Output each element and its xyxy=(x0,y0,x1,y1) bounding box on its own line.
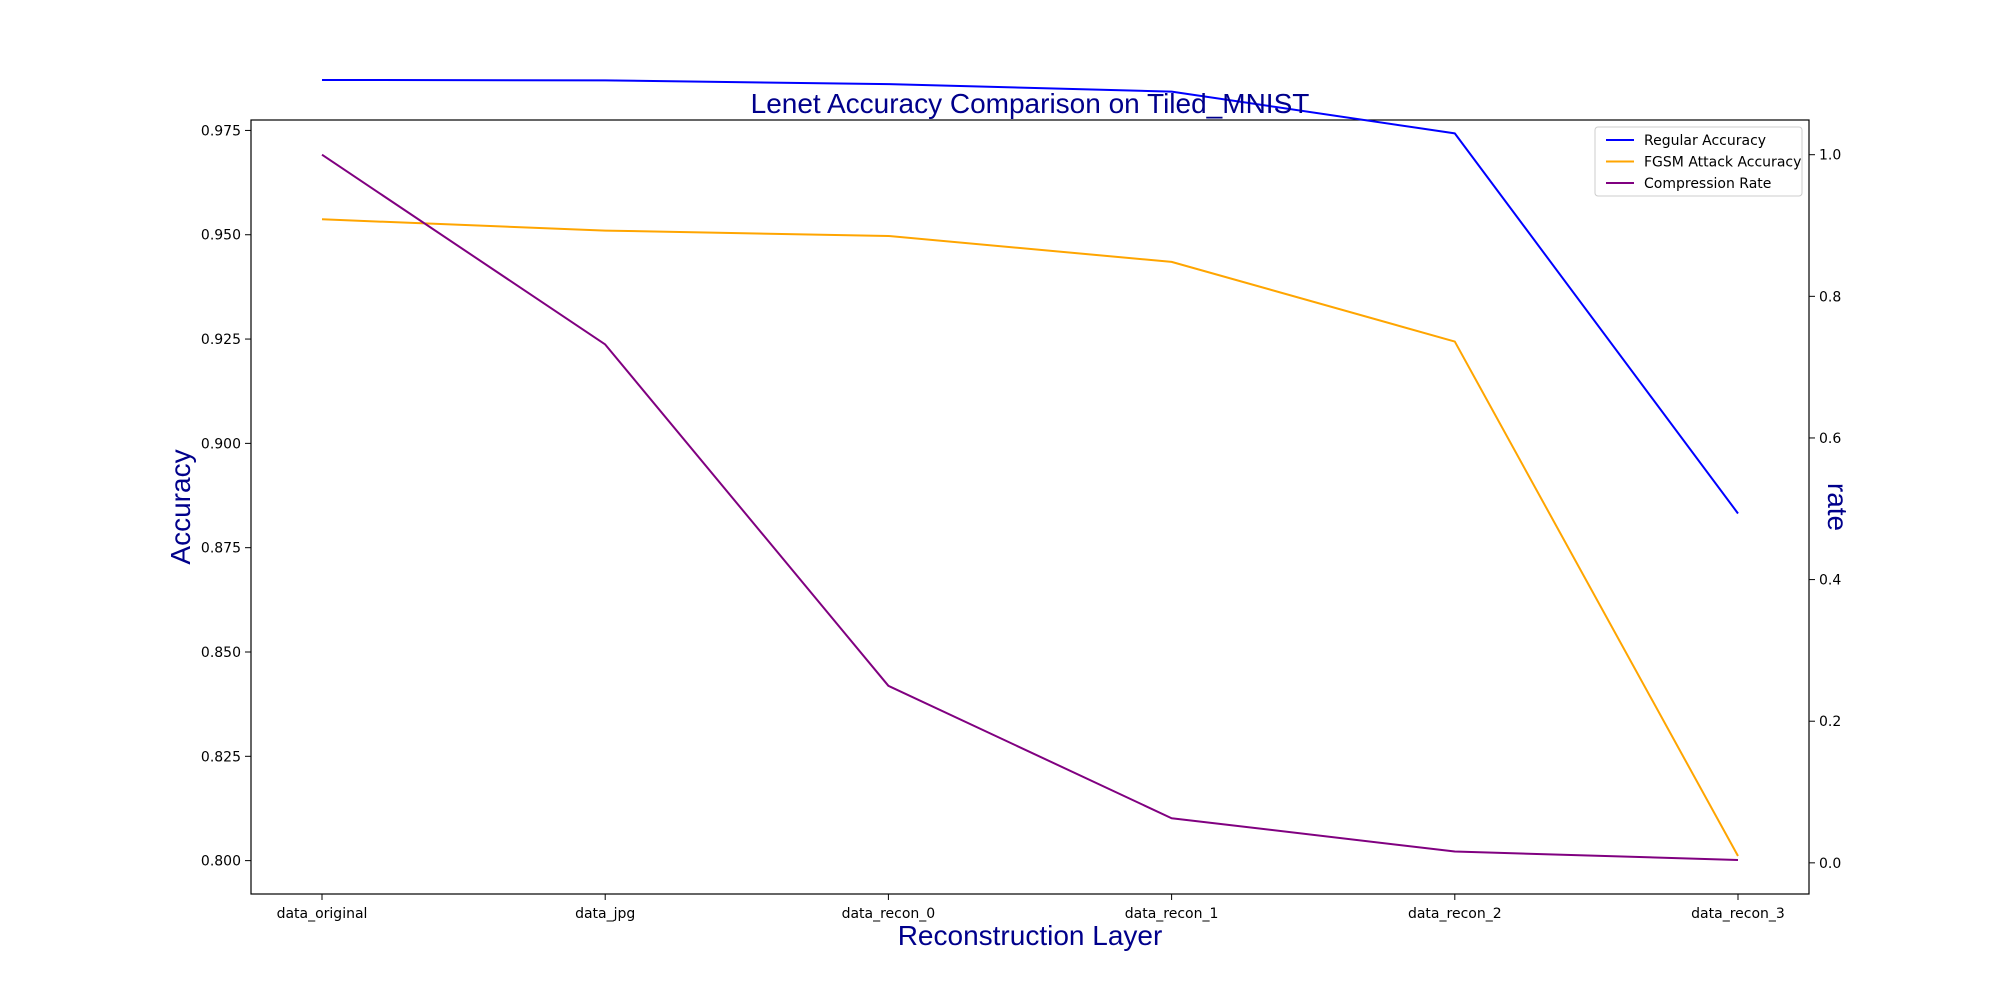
right-y-tick-label: 1.0 xyxy=(1819,148,1841,164)
x-tick-label: data_recon_0 xyxy=(842,906,936,922)
series-line xyxy=(321,153,1739,862)
x-tick-label: data_original xyxy=(277,906,368,922)
left-y-tick-label: 0.800 xyxy=(201,854,241,870)
series-0 xyxy=(321,78,1739,515)
legend-box xyxy=(1594,126,1803,197)
right-y-tick-label: 0.8 xyxy=(1819,289,1841,305)
x-tick-label: data_recon_2 xyxy=(1408,906,1502,922)
legend-label: Regular Accuracy xyxy=(1644,133,1766,149)
left-y-tick-label: 0.975 xyxy=(201,123,241,139)
legend: Regular Accuracy FGSM Attack Accuracy Comp… xyxy=(1594,126,1803,197)
left-y-tick-label: 0.900 xyxy=(201,436,241,452)
right-y-tick-label: 0.6 xyxy=(1819,431,1841,447)
right-y-axis-title: rate xyxy=(1822,483,1853,531)
left-y-axis: 0.800 0.825 0.850 0.875 0.900 0.925 0.950 0.975 xyxy=(201,123,251,870)
series-layer xyxy=(321,78,1739,862)
x-axis: data_original data_jpg data_recon_0 data_re… xyxy=(277,894,1785,922)
left-y-axis-title: Accuracy xyxy=(165,449,196,564)
chart-title: Lenet Accuracy Comparison on Tiled_MNIST xyxy=(751,88,1310,119)
legend-label: Compression Rate xyxy=(1644,176,1771,192)
right-y-axis: 0.0 0.2 0.4 0.6 0.8 1.0 xyxy=(1809,148,1841,872)
left-y-tick-label: 0.825 xyxy=(201,749,241,765)
plot-frame xyxy=(250,119,1810,895)
x-tick-label: data_jpg xyxy=(575,906,635,922)
x-axis-title: Reconstruction Layer xyxy=(898,920,1163,951)
right-y-tick-label: 0.4 xyxy=(1819,573,1841,589)
x-tick-label: data_recon_1 xyxy=(1125,906,1219,922)
plot-area xyxy=(250,119,1810,895)
series-1 xyxy=(321,218,1739,857)
left-y-tick-label: 0.950 xyxy=(201,228,241,244)
left-y-tick-label: 0.850 xyxy=(201,645,241,661)
series-line xyxy=(321,78,1739,515)
right-y-tick-label: 0.0 xyxy=(1819,856,1841,872)
legend-label: FGSM Attack Accuracy xyxy=(1644,155,1801,171)
series-line xyxy=(321,218,1739,857)
left-y-tick-label: 0.875 xyxy=(201,541,241,557)
right-y-tick-label: 0.2 xyxy=(1819,714,1841,730)
left-y-tick-label: 0.925 xyxy=(201,332,241,348)
series-2 xyxy=(321,153,1739,862)
x-tick-label: data_recon_3 xyxy=(1691,906,1785,922)
